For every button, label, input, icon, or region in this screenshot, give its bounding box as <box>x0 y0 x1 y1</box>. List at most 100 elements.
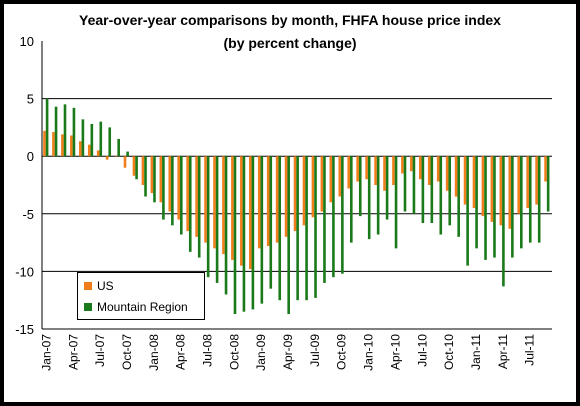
bar-us <box>123 156 127 168</box>
bar-us <box>454 156 458 197</box>
y-tick-label: 0 <box>27 149 34 164</box>
y-tick-label: -15 <box>15 322 34 337</box>
legend-label-mountain-region: Mountain Region <box>97 300 188 314</box>
bar-mountain-region <box>99 121 103 157</box>
bar-us <box>195 156 198 237</box>
bar-mountain-region <box>332 156 335 278</box>
bar-us <box>61 134 64 157</box>
bar-mountain-region <box>54 106 58 157</box>
bar-us <box>302 156 306 226</box>
bar-mountain-region <box>385 156 389 220</box>
y-tick-label: -5 <box>22 207 34 222</box>
bar-mountain-region <box>439 156 443 235</box>
bar-us <box>517 156 521 214</box>
bar-us <box>329 156 333 203</box>
bar-us <box>114 156 118 157</box>
bar-mountain-region <box>45 98 49 157</box>
bar-us <box>347 156 351 189</box>
x-tick-label: Jan-10 <box>362 334 376 371</box>
x-tick-labels: Jan-07 Apr-07 Jul-07 Oct-07 Jan-08 Apr-08 Jul-… <box>39 334 536 371</box>
bar-us <box>52 132 55 157</box>
bar-us <box>293 156 297 232</box>
bar-us <box>410 156 413 172</box>
bar-us <box>374 156 377 185</box>
x-tick-label: Jan-09 <box>254 334 268 371</box>
bar-mountain-region <box>394 156 398 249</box>
bar-us <box>87 144 91 157</box>
chart-subtitle: (by percent change) <box>223 35 356 51</box>
bar-us <box>499 156 503 226</box>
legend-label-us: US <box>97 279 114 293</box>
bar-us <box>508 156 512 229</box>
bar-us <box>159 156 163 203</box>
bar-mountain-region <box>457 156 460 237</box>
y-tick-label: 5 <box>27 92 34 107</box>
bar-us <box>338 156 342 197</box>
bar-mountain-region <box>502 156 505 287</box>
bar-mountain-region <box>323 156 326 283</box>
bar-mountain-region <box>314 156 317 298</box>
bar-mountain-region <box>287 156 290 315</box>
bar-mountain-region <box>224 156 228 295</box>
bar-mountain-region <box>72 107 76 157</box>
bar-us <box>383 156 386 191</box>
chart-frame: Year-over-year comparisons by month, FHF… <box>4 4 576 402</box>
bar-us <box>213 156 216 249</box>
bar-us <box>132 156 136 176</box>
x-tick-label: Oct-10 <box>442 334 456 370</box>
bar-mountain-region <box>412 156 416 214</box>
bar-mountain-region <box>171 156 174 226</box>
bar-us <box>70 135 73 157</box>
x-tick-label: Jul-10 <box>415 334 429 367</box>
y-tick-label: 10 <box>20 34 34 49</box>
bar-us <box>186 156 189 232</box>
bar-us <box>365 156 368 180</box>
bar-mountain-region <box>376 156 380 235</box>
bar-mountain-region <box>546 156 550 212</box>
bar-mountain-region <box>153 156 156 203</box>
bar-mountain-region <box>180 156 183 235</box>
bar-us <box>436 156 440 182</box>
bar-us <box>204 156 207 243</box>
bar-mountain-region <box>537 156 541 243</box>
bar-us <box>284 156 288 237</box>
bar-mountain-region <box>242 156 246 312</box>
bar-mountain-region <box>430 156 434 224</box>
x-tick-label: Jul-11 <box>523 334 537 366</box>
bar-us <box>275 156 279 243</box>
bar-mountain-region <box>269 156 273 289</box>
bar-mountain-region <box>305 156 308 301</box>
bar-mountain-region <box>466 156 469 266</box>
bar-mountain-region <box>448 156 452 226</box>
y-tick-labels: 10 5 0 -5 -10 -15 <box>15 34 34 337</box>
x-tick-label: Apr-08 <box>174 334 188 370</box>
bar-mountain-region <box>350 156 353 243</box>
bar-us <box>472 156 476 209</box>
bar-mountain-region <box>511 156 514 258</box>
bar-us <box>222 156 225 255</box>
bar-mountain-region <box>251 156 255 310</box>
bar-us <box>535 156 538 205</box>
bar-us <box>463 156 467 205</box>
x-tick-label: Apr-11 <box>496 334 510 369</box>
bar-us <box>43 130 46 157</box>
bar-mountain-region <box>341 156 344 274</box>
x-tick-label: Jul-09 <box>308 334 322 367</box>
bar-mountain-region <box>135 156 138 180</box>
bar-us <box>248 156 252 270</box>
bar-mountain-region <box>197 156 201 258</box>
x-tick-label: Apr-10 <box>388 334 402 370</box>
bar-us <box>231 156 234 260</box>
bar-mountain-region <box>484 156 487 260</box>
bar-us <box>320 156 324 212</box>
x-tick-label: Jan-08 <box>147 334 161 371</box>
bar-us <box>266 156 270 247</box>
x-tick-label: Apr-09 <box>281 334 295 370</box>
x-tick-label: Apr-07 <box>66 334 80 370</box>
bar-us <box>177 156 181 220</box>
bar-mountain-region <box>475 156 478 249</box>
bar-mountain-region <box>260 156 264 304</box>
bar-mountain-region <box>63 104 67 157</box>
chart-title: Year-over-year comparisons by month, FHF… <box>79 12 501 28</box>
bar-us <box>78 141 82 157</box>
